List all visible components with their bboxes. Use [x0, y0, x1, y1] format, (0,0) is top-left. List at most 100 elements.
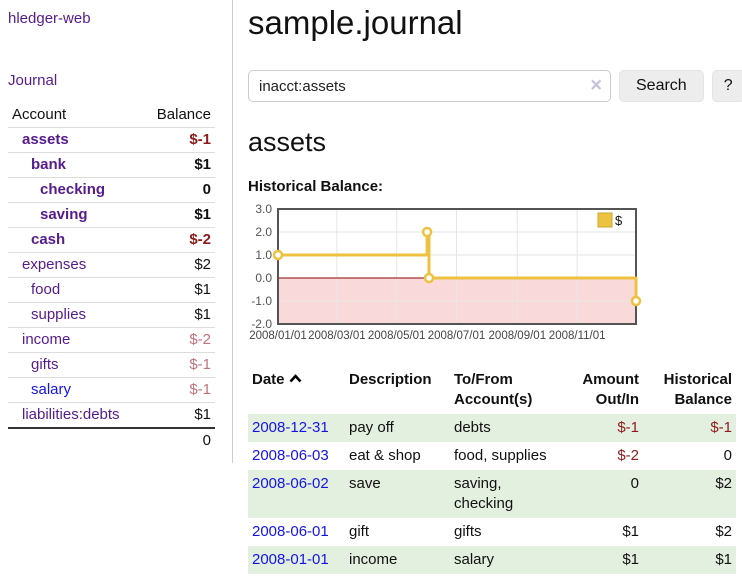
transaction-amount: $-1: [617, 419, 639, 436]
x-axis-tick: 2008/03/01: [308, 330, 366, 342]
search-form: × Search ?: [248, 70, 742, 102]
accounts-header-balance: Balance: [156, 106, 211, 123]
legend-label: $: [615, 213, 623, 228]
account-link-food[interactable]: food: [31, 281, 61, 298]
transaction-balance: $2: [715, 475, 732, 492]
column-header-description: Description: [349, 371, 432, 388]
column-header-date[interactable]: Date: [248, 366, 345, 414]
account-row-income: income $-2: [8, 327, 215, 353]
legend-swatch: [597, 212, 613, 228]
account-row-expenses: expenses $2: [8, 252, 215, 278]
account-link-income[interactable]: income: [22, 331, 71, 348]
account-balance: $-1: [189, 131, 211, 148]
account-row-saving: saving $1: [8, 202, 215, 228]
register-row[interactable]: 2008-06-03 eat & shop food, supplies $-2…: [248, 442, 736, 470]
transaction-description: save: [349, 475, 381, 492]
account-link-gifts[interactable]: gifts: [31, 356, 59, 373]
transaction-date-link[interactable]: 2008-06-02: [252, 475, 329, 492]
account-link-checking[interactable]: checking: [40, 181, 106, 198]
register-account-heading: assets: [248, 127, 327, 157]
y-axis-tick: -2.0: [251, 317, 272, 331]
account-balance: $1: [194, 281, 211, 298]
register-header-row: Date Description To/From Account(s) Amou…: [248, 366, 736, 414]
account-link-saving[interactable]: saving: [40, 206, 88, 223]
transaction-balance: $1: [715, 551, 732, 568]
sort-ascending-icon: [289, 374, 301, 383]
account-link-assets[interactable]: assets: [22, 131, 69, 148]
register-row[interactable]: 2008-06-02 save saving, checking 0 $2: [248, 470, 736, 518]
page-title: sample.journal: [248, 4, 463, 41]
transaction-description: income: [349, 551, 398, 568]
y-axis-tick: -1.0: [251, 294, 272, 308]
register-row[interactable]: 2008-06-01 gift gifts $1 $2: [248, 518, 736, 546]
transaction-amount: $1: [622, 523, 639, 540]
account-row-food: food $1: [8, 277, 215, 303]
x-axis-tick: 2008/09/01: [489, 330, 547, 342]
transaction-amount: 0: [630, 475, 639, 492]
transaction-date-link[interactable]: 2008-01-01: [252, 551, 329, 568]
account-balance: $-1: [189, 356, 211, 373]
account-link-expenses[interactable]: expenses: [22, 256, 87, 273]
transaction-amount: $1: [622, 551, 639, 568]
chart-title: Historical Balance:: [248, 178, 384, 195]
accounts-table: Account Balance assets $-1 bank $1 check…: [8, 103, 215, 453]
account-row-liabilities-debts: liabilities:debts $1: [8, 402, 215, 429]
transaction-date-link[interactable]: 2008-06-01: [252, 523, 329, 540]
sidebar-item-journal[interactable]: Journal: [8, 72, 58, 89]
transaction-date-link[interactable]: 2008-12-31: [252, 419, 329, 436]
y-axis-tick: 2.0: [255, 225, 272, 239]
account-link-liabilities-debts[interactable]: liabilities:debts: [22, 406, 120, 423]
account-balance: $1: [194, 306, 211, 323]
account-balance: 0: [202, 181, 211, 198]
column-header-amount: Amount Out/In: [582, 371, 639, 408]
account-row-gifts: gifts $-1: [8, 352, 215, 378]
account-balance: $1: [194, 406, 211, 423]
brand-link[interactable]: hledger-web: [8, 10, 91, 27]
sidebar: hledger-web Journal Account Balance asse…: [0, 0, 233, 463]
account-link-cash[interactable]: cash: [31, 231, 66, 248]
account-link-salary[interactable]: salary: [31, 381, 72, 398]
transaction-amount: $-2: [617, 447, 639, 464]
account-balance: $2: [194, 256, 211, 273]
transaction-description: gift: [349, 523, 370, 540]
register-row[interactable]: 2008-01-01 income salary $1 $1: [248, 546, 736, 574]
search-input[interactable]: [248, 70, 611, 102]
transaction-description: pay off: [349, 419, 394, 436]
account-balance: $-2: [189, 331, 211, 348]
accounts-header-account: Account: [12, 106, 67, 123]
accounts-total-row: 0: [8, 428, 215, 453]
account-balance: $1: [194, 156, 211, 173]
transaction-tofrom: gifts: [454, 523, 482, 540]
date-header-label: Date: [252, 371, 285, 388]
transaction-tofrom: saving, checking: [454, 475, 514, 512]
main-content: sample.journal × Search ? assets Histori…: [233, 0, 742, 574]
account-balance: $-1: [189, 381, 211, 398]
account-row-checking: checking 0: [8, 177, 215, 203]
x-axis-tick: 2008/05/01: [368, 330, 426, 342]
help-button[interactable]: ?: [711, 70, 742, 102]
account-row-cash: cash $-2: [8, 227, 215, 253]
transaction-tofrom: food, supplies: [454, 447, 547, 464]
transaction-tofrom: salary: [454, 551, 495, 568]
transaction-description: eat & shop: [349, 447, 421, 464]
y-axis-tick: 0.0: [255, 271, 272, 285]
x-axis-tick: 2008/07/01: [428, 330, 486, 342]
transaction-tofrom: debts: [454, 419, 491, 436]
register-table: Date Description To/From Account(s) Amou…: [248, 366, 736, 574]
account-link-bank[interactable]: bank: [31, 156, 67, 173]
account-link-supplies[interactable]: supplies: [31, 306, 87, 323]
y-axis-tick: 1.0: [255, 248, 272, 262]
accounts-total-value: 0: [202, 432, 211, 449]
account-row-salary: salary $-1: [8, 377, 215, 403]
register-row[interactable]: 2008-12-31 pay off debts $-1 $-1: [248, 414, 736, 442]
x-axis-tick: 2008/11/01: [549, 330, 606, 342]
account-row-supplies: supplies $1: [8, 302, 215, 328]
account-balance: $1: [194, 206, 211, 223]
search-button[interactable]: Search: [619, 70, 704, 102]
transaction-date-link[interactable]: 2008-06-03: [252, 447, 329, 464]
transaction-balance: $-1: [710, 419, 732, 436]
clear-search-icon[interactable]: ×: [590, 74, 602, 97]
transaction-balance: $2: [715, 523, 732, 540]
